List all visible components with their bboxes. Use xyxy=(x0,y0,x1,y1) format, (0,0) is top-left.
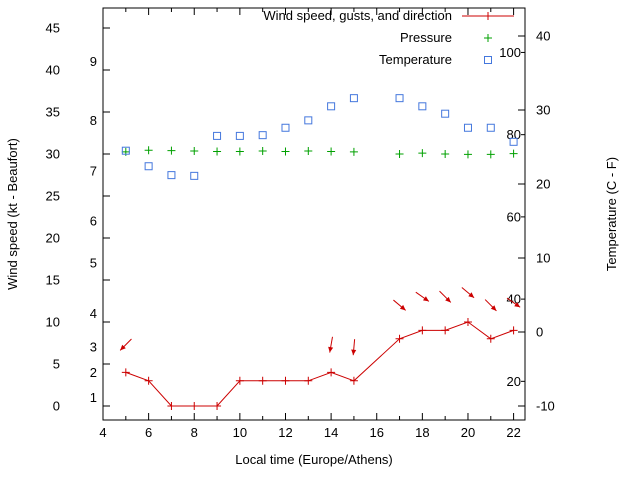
right-tick-label: 30 xyxy=(536,103,550,118)
beaufort-label: 6 xyxy=(90,214,97,229)
left-axis-title: Wind speed (kt - Beaufort) xyxy=(5,138,20,290)
axes-layer: 4 6 8 10 12 14 16 18 20 2205101520253035404512345… xyxy=(46,7,555,440)
legend-wind-label: Wind speed, gusts, and direction xyxy=(263,8,452,23)
legend-pressure-label: Pressure xyxy=(400,30,452,45)
series-layer xyxy=(119,94,521,410)
x-tick-label: 6 xyxy=(145,425,152,440)
left-tick-label: 0 xyxy=(53,399,60,414)
left-tick-label: 45 xyxy=(46,21,60,36)
left-tick-label: 15 xyxy=(46,273,60,288)
fahrenheit-label: 20 xyxy=(507,374,521,389)
right-tick-label: -10 xyxy=(536,399,555,414)
right-tick-label: 0 xyxy=(536,325,543,340)
beaufort-label: 7 xyxy=(90,163,97,178)
x-tick-label: 18 xyxy=(415,425,429,440)
x-tick-label: 22 xyxy=(506,425,520,440)
fahrenheit-label: 100 xyxy=(499,45,521,60)
x-tick-label: 20 xyxy=(461,425,475,440)
right-axis-title: Temperature (C - F) xyxy=(604,157,619,271)
beaufort-label: 3 xyxy=(90,340,97,355)
left-tick-label: 30 xyxy=(46,147,60,162)
x-tick-label: 12 xyxy=(278,425,292,440)
fahrenheit-label: 60 xyxy=(507,209,521,224)
left-tick-label: 5 xyxy=(53,357,60,372)
left-tick-label: 10 xyxy=(46,315,60,330)
x-tick-label: 8 xyxy=(191,425,198,440)
right-tick-label: 10 xyxy=(536,251,550,266)
x-tick-label: 10 xyxy=(233,425,247,440)
beaufort-label: 8 xyxy=(90,113,97,128)
beaufort-label: 2 xyxy=(90,365,97,380)
fahrenheit-label: 80 xyxy=(507,127,521,142)
beaufort-label: 5 xyxy=(90,256,97,271)
x-tick-label: 16 xyxy=(369,425,383,440)
legend-samples-layer xyxy=(462,12,514,64)
right-tick-label: 20 xyxy=(536,177,550,192)
right-tick-label: 40 xyxy=(536,29,550,44)
left-tick-label: 35 xyxy=(46,105,60,120)
x-tick-label: 14 xyxy=(324,425,338,440)
legend-temperature-label: Temperature xyxy=(379,52,452,67)
wind-speed-line xyxy=(125,321,514,407)
left-tick-label: 40 xyxy=(46,63,60,78)
left-tick-label: 20 xyxy=(46,231,60,246)
x-tick-label: 4 xyxy=(99,425,106,440)
x-axis-title: Local time (Europe/Athens) xyxy=(235,452,393,467)
beaufort-label: 9 xyxy=(90,54,97,69)
plot-border xyxy=(102,7,526,421)
beaufort-label: 1 xyxy=(90,390,97,405)
left-tick-label: 25 xyxy=(46,189,60,204)
beaufort-label: 4 xyxy=(90,306,97,321)
